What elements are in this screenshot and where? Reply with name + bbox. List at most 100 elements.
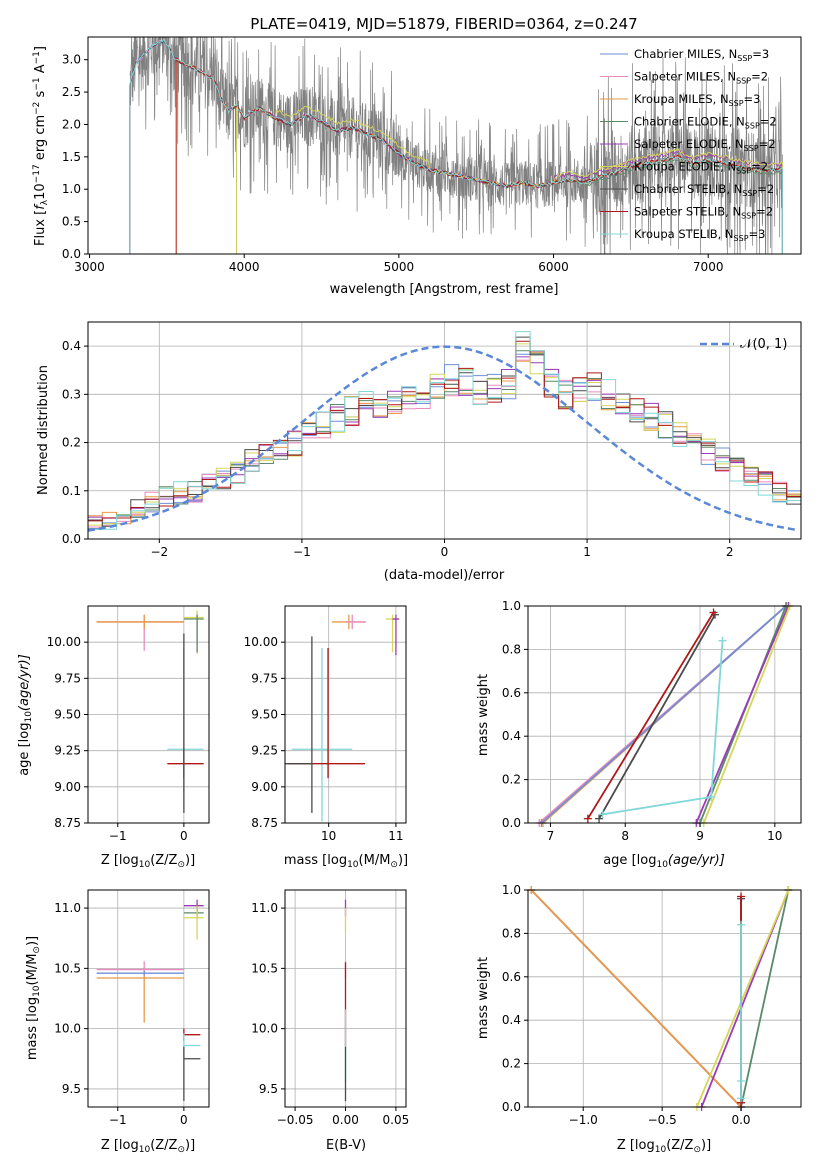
- age-xlabel: age [log10(age/yr)]: [603, 853, 725, 870]
- age-ylabel: age [log10(age/yr)]: [17, 654, 34, 776]
- x-tick-label: 10: [321, 829, 336, 843]
- x-tick-label: 0: [441, 545, 449, 559]
- y-tick-label: 11.0: [251, 901, 278, 915]
- legend-label: Salpeter ELODIE, NSSP=2: [634, 137, 776, 153]
- x-tick-label: −1.0: [569, 1113, 598, 1127]
- spectrum-xlabel: wavelength [Angstrom, rest frame]: [330, 282, 559, 297]
- x-tick-label: 9: [696, 829, 704, 843]
- y-tick-label: 9.25: [251, 744, 278, 758]
- spectrum-ylabel: Flux [fλ10−17 erg cm−2 s−1 A−1]: [32, 46, 50, 246]
- x-tick-label: −0.05: [277, 1113, 314, 1127]
- mass-ylabel: mass [log10(M/M⊙)]: [25, 936, 42, 1060]
- y-tick-label: 9.5: [259, 1082, 278, 1096]
- y-tick-label: 8.75: [54, 816, 81, 830]
- legend-label: Kroupa STELIB, NSSP=3: [634, 227, 765, 243]
- y-tick-label: 0.0: [502, 1100, 521, 1114]
- legend-label: Chabrier STELIB, NSSP=2: [634, 182, 774, 198]
- gaussian-legend-label: 𝒩(0, 1): [740, 337, 787, 352]
- legend-label: Salpeter MILES, NSSP=2: [634, 70, 768, 86]
- x-tick-label: 11: [388, 829, 403, 843]
- histogram-ylabel: Normed distribution: [36, 365, 51, 495]
- y-tick-label: 1.0: [62, 182, 81, 196]
- y-tick-label: 0.2: [62, 436, 81, 450]
- massweight-ylabel-bottom: mass weight: [476, 957, 491, 1039]
- y-tick-label: 3.0: [62, 53, 81, 67]
- y-tick-label: 0.4: [502, 729, 521, 743]
- figure-title: PLATE=0419, MJD=51879, FIBERID=0364, z=0…: [250, 15, 637, 33]
- z-xlabel-bottom-right: Z [log10(Z/Z⊙)]: [617, 1138, 711, 1155]
- x-tick-label: 7000: [693, 260, 724, 274]
- spectrum-panel: 3000 4000 5000 6000 7000 0.0 0.5 1.0 1.5 2.0 2.5 3.…: [32, 36, 802, 297]
- legend-label: Chabrier MILES, NSSP=3: [634, 47, 769, 63]
- z-xlabel-bottom-left: Z [log10(Z/Z⊙)]: [101, 1138, 195, 1155]
- x-tick-label: 0: [180, 1113, 188, 1127]
- x-tick-label: 7: [547, 829, 555, 843]
- y-tick-label: 9.00: [54, 780, 81, 794]
- histogram-step: [88, 331, 801, 530]
- massweight-vs-z-frame: [527, 889, 802, 1108]
- x-tick-label: 8: [621, 829, 629, 843]
- histogram-legend: 𝒩(0, 1): [700, 337, 787, 352]
- legend-label: Chabrier ELODIE, NSSP=2: [634, 115, 777, 131]
- z-xlabel-top: Z [log10(Z/Z⊙)]: [101, 853, 195, 870]
- legend-label: Kroupa ELODIE, NSSP=2: [634, 160, 768, 176]
- legend-label: Salpeter STELIB, NSSP=2: [634, 205, 773, 221]
- y-tick-label: 1.0: [502, 599, 521, 613]
- histogram-xlabel: (data-model)/error: [384, 568, 505, 583]
- y-tick-label: 10.0: [251, 1022, 278, 1036]
- x-tick-label: 0: [180, 829, 188, 843]
- y-tick-label: 0.1: [62, 484, 81, 498]
- massweight-line: [530, 889, 742, 1108]
- y-tick-label: 2.5: [62, 85, 81, 99]
- y-tick-label: 8.75: [251, 816, 278, 830]
- x-tick-label: 6000: [538, 260, 569, 274]
- histogram-step: [88, 356, 801, 519]
- spectrum-legend: Chabrier MILES, NSSP=3 Salpeter MILES, NS…: [600, 47, 777, 243]
- x-tick-label: 10: [767, 829, 782, 843]
- massweight-line: [695, 889, 790, 1108]
- y-tick-label: 0.0: [62, 532, 81, 546]
- y-tick-label: 11.0: [54, 901, 81, 915]
- massweight-line: [602, 640, 724, 816]
- age-vs-z-panel: −1 0 8.75 9.00 9.25 9.50 9.75 10.00 age [log10(…: [17, 605, 210, 870]
- y-tick-label: 0.5: [62, 215, 81, 229]
- x-tick-label: 1: [583, 545, 591, 559]
- spectrum-plot-area: [129, 37, 783, 254]
- x-tick-label: −1: [293, 545, 311, 559]
- histogram-grid: [88, 322, 801, 540]
- mass-vs-z-frame: [87, 889, 210, 1108]
- y-tick-label: 10.5: [251, 961, 278, 975]
- massweight-vs-z-panel: −1.0 −0.5 0.0 0.0 0.2 0.4 0.6 0.8 1.0 mass weigh…: [476, 883, 802, 1155]
- spectrum-data-line: [129, 37, 783, 254]
- y-tick-label: 10.00: [244, 635, 278, 649]
- x-tick-label: −0.5: [648, 1113, 677, 1127]
- histogram-step: [88, 340, 801, 522]
- x-tick-label: −1: [109, 1113, 127, 1127]
- x-tick-label: 0.05: [383, 1113, 410, 1127]
- x-tick-label: −2: [150, 545, 168, 559]
- mass-xlabel-top: mass [log10(M/M⊙)]: [284, 853, 408, 870]
- gaussian-curve: [88, 345, 799, 532]
- x-tick-label: 3000: [74, 260, 105, 274]
- histogram-ticks: −2 −1 0 1 2 0.0 0.1 0.2 0.3 0.4: [62, 339, 734, 559]
- spectrum-model-line: [129, 38, 783, 254]
- y-tick-label: 9.5: [62, 1082, 81, 1096]
- spectrum-model-line: [175, 57, 783, 254]
- massweight-ylabel-top: mass weight: [476, 674, 491, 756]
- histogram-panel: −2 −1 0 1 2 0.0 0.1 0.2 0.3 0.4 (data-model)/erro…: [36, 321, 802, 583]
- y-tick-label: 0.0: [502, 816, 521, 830]
- y-tick-label: 0.4: [62, 339, 81, 353]
- y-tick-label: 0.2: [502, 773, 521, 787]
- y-tick-label: 0.4: [502, 1013, 521, 1027]
- massweight-line: [587, 612, 715, 820]
- y-tick-label: 0.6: [502, 686, 521, 700]
- massweight-line: [540, 605, 787, 824]
- y-tick-label: 9.00: [251, 780, 278, 794]
- x-tick-label: 0.00: [332, 1113, 359, 1127]
- y-tick-label: 0.8: [502, 642, 521, 656]
- y-tick-label: 0.6: [502, 970, 521, 984]
- ebv-xlabel: E(B-V): [326, 1138, 366, 1153]
- massweight-line: [702, 605, 791, 824]
- massweight-vs-age-panel: 7 8 9 10 0.0 0.2 0.4 0.6 0.8 1.0 mass weight age …: [476, 599, 802, 870]
- y-tick-label: 9.50: [251, 708, 278, 722]
